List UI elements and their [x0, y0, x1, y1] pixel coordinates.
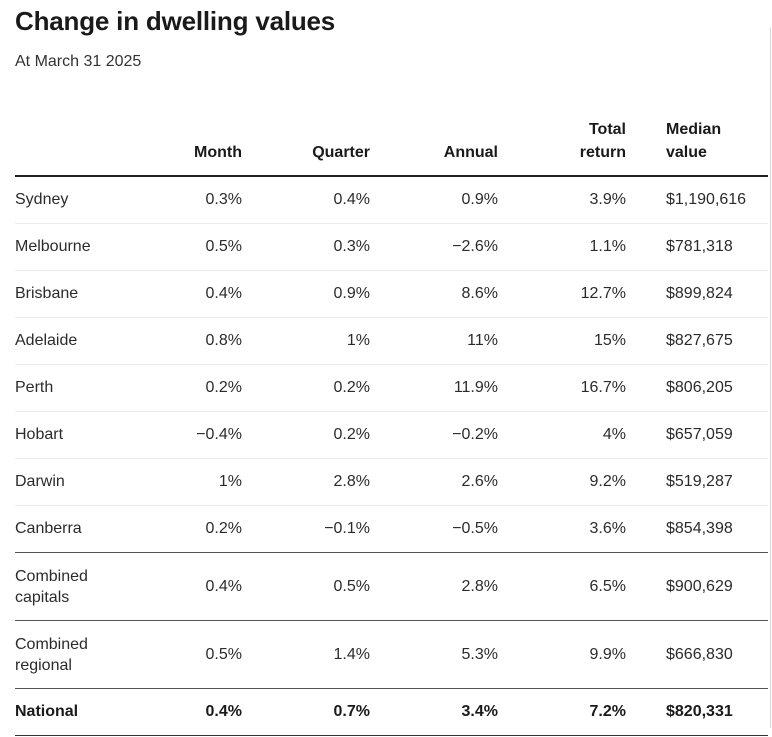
cell-annual: 3.4%	[370, 688, 498, 736]
cell-quarter: 2.8%	[242, 458, 370, 506]
cell-month: −0.4%	[112, 411, 242, 459]
cell-total: 16.7%	[498, 364, 626, 412]
cell-quarter: 0.4%	[242, 176, 370, 224]
cell-total: 3.6%	[498, 505, 626, 553]
cell-median: $820,331	[626, 688, 768, 736]
cell-annual: 2.6%	[370, 458, 498, 506]
table-row: Sydney 0.3% 0.4% 0.9% 3.9% $1,190,616	[15, 176, 768, 224]
cell-annual: 8.6%	[370, 270, 498, 318]
cell-annual: 11%	[370, 317, 498, 365]
cell-median: $1,190,616	[626, 176, 768, 224]
cell-annual: 11.9%	[370, 364, 498, 412]
header-median-value: Median value	[626, 106, 768, 177]
cell-month: 0.4%	[112, 552, 242, 621]
cell-total: 6.5%	[498, 552, 626, 621]
table-row: Perth 0.2% 0.2% 11.9% 16.7% $806,205	[15, 364, 768, 412]
table-row: Canberra 0.2% −0.1% −0.5% 3.6% $854,398	[15, 505, 768, 553]
cell-quarter: −0.1%	[242, 505, 370, 553]
cell-month: 1%	[112, 458, 242, 506]
cell-annual: −0.5%	[370, 505, 498, 553]
cell-median: $657,059	[626, 411, 768, 459]
cell-quarter: 0.9%	[242, 270, 370, 318]
cell-total: 9.9%	[498, 620, 626, 689]
right-border-rule	[770, 28, 771, 728]
cell-median: $666,830	[626, 620, 768, 689]
table-row: Brisbane 0.4% 0.9% 8.6% 12.7% $899,824	[15, 270, 768, 318]
cell-region: Combined regional	[15, 620, 112, 689]
cell-region: Adelaide	[15, 317, 112, 365]
cell-median: $899,824	[626, 270, 768, 318]
table-row: Combined capitals 0.4% 0.5% 2.8% 6.5% $900,62…	[15, 552, 768, 621]
cell-region: Brisbane	[15, 270, 112, 318]
chart-subtitle: At March 31 2025	[15, 53, 142, 70]
cell-annual: 0.9%	[370, 176, 498, 224]
cell-total: 4%	[498, 411, 626, 459]
header-total-return: Total return	[498, 106, 626, 177]
cell-quarter: 0.5%	[242, 552, 370, 621]
table-row: National 0.4% 0.7% 3.4% 7.2% $820,331	[15, 688, 768, 736]
cell-month: 0.4%	[112, 688, 242, 736]
cell-median: $806,205	[626, 364, 768, 412]
cell-quarter: 0.2%	[242, 411, 370, 459]
cell-median: $854,398	[626, 505, 768, 553]
cell-quarter: 0.3%	[242, 223, 370, 271]
cell-region: Darwin	[15, 458, 112, 506]
cell-quarter: 0.2%	[242, 364, 370, 412]
cell-month: 0.5%	[112, 620, 242, 689]
cell-quarter: 0.7%	[242, 688, 370, 736]
cell-total: 1.1%	[498, 223, 626, 271]
cell-region: Hobart	[15, 411, 112, 459]
table-body: Sydney 0.3% 0.4% 0.9% 3.9% $1,190,616 Melbourn…	[15, 176, 768, 736]
cell-median: $900,629	[626, 552, 768, 621]
cell-region: Combined capitals	[15, 552, 112, 621]
table-header: Month Quarter Annual Total return Median…	[15, 106, 768, 177]
table-row: Combined regional 0.5% 1.4% 5.3% 9.9% $666,83…	[15, 620, 768, 689]
cell-month: 0.4%	[112, 270, 242, 318]
cell-median: $827,675	[626, 317, 768, 365]
cell-total: 12.7%	[498, 270, 626, 318]
cell-region-text: Combined capitals	[15, 567, 88, 606]
cell-month: 0.2%	[112, 505, 242, 553]
header-row: Month Quarter Annual Total return Median…	[15, 106, 768, 177]
cell-month: 0.2%	[112, 364, 242, 412]
table-row: Adelaide 0.8% 1% 11% 15% $827,675	[15, 317, 768, 365]
cell-annual: −0.2%	[370, 411, 498, 459]
cell-quarter: 1%	[242, 317, 370, 365]
header-quarter: Quarter	[242, 106, 370, 177]
header-median-value-text: Median value	[666, 121, 722, 161]
cell-region: Sydney	[15, 176, 112, 224]
header-annual: Annual	[370, 106, 498, 177]
cell-median: $519,287	[626, 458, 768, 506]
table-row: Melbourne 0.5% 0.3% −2.6% 1.1% $781,318	[15, 223, 768, 271]
cell-region: Canberra	[15, 505, 112, 553]
cell-region: Perth	[15, 364, 112, 412]
table-row: Darwin 1% 2.8% 2.6% 9.2% $519,287	[15, 458, 768, 506]
cell-region: National	[15, 688, 112, 736]
cell-total: 9.2%	[498, 458, 626, 506]
cell-total: 7.2%	[498, 688, 626, 736]
cell-median: $781,318	[626, 223, 768, 271]
cell-month: 0.3%	[112, 176, 242, 224]
cell-region-text: Combined regional	[15, 635, 88, 674]
table-row: Hobart −0.4% 0.2% −0.2% 4% $657,059	[15, 411, 768, 459]
cell-total: 15%	[498, 317, 626, 365]
cell-quarter: 1.4%	[242, 620, 370, 689]
dwelling-values-table: Month Quarter Annual Total return Median…	[15, 106, 768, 736]
cell-region: Melbourne	[15, 223, 112, 271]
cell-annual: 5.3%	[370, 620, 498, 689]
cell-annual: 2.8%	[370, 552, 498, 621]
cell-annual: −2.6%	[370, 223, 498, 271]
cell-month: 0.8%	[112, 317, 242, 365]
header-region	[15, 106, 112, 177]
cell-total: 3.9%	[498, 176, 626, 224]
header-total-return-text: Total return	[579, 121, 626, 161]
cell-month: 0.5%	[112, 223, 242, 271]
header-month: Month	[112, 106, 242, 177]
chart-title: Change in dwelling values	[15, 6, 336, 36]
